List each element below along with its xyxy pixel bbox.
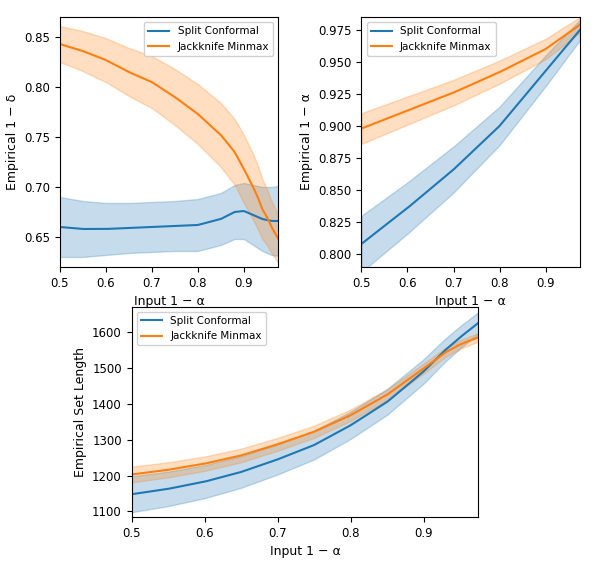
Split Conformal xyxy=(242,467,249,474)
Split Conformal xyxy=(475,319,482,326)
Line: Jackknife Minmax: Jackknife Minmax xyxy=(132,337,478,474)
Jackknife Minmax xyxy=(266,444,273,450)
Jackknife Minmax xyxy=(430,97,437,104)
Jackknife Minmax xyxy=(324,423,331,429)
Split Conformal xyxy=(509,107,516,114)
Split Conformal xyxy=(472,145,480,152)
Split Conformal xyxy=(481,137,489,144)
Split Conformal xyxy=(310,442,317,449)
Jackknife Minmax xyxy=(481,76,489,82)
X-axis label: Input 1 − α: Input 1 − α xyxy=(270,545,340,558)
Split Conformal xyxy=(128,491,135,498)
X-axis label: Input 1 − α: Input 1 − α xyxy=(134,295,205,308)
Split Conformal xyxy=(414,373,422,379)
Jackknife Minmax xyxy=(538,48,545,55)
Split Conformal xyxy=(181,222,188,229)
Split Conformal xyxy=(144,224,151,231)
Jackknife Minmax xyxy=(509,62,516,69)
Jackknife Minmax xyxy=(576,22,584,28)
Split Conformal xyxy=(576,27,584,34)
Split Conformal xyxy=(324,435,331,441)
Jackknife Minmax xyxy=(170,93,178,100)
Y-axis label: Empirical 1 − α: Empirical 1 − α xyxy=(300,94,313,190)
Line: Split Conformal: Split Conformal xyxy=(132,323,478,494)
Jackknife Minmax xyxy=(179,99,187,106)
Split Conformal xyxy=(538,72,545,78)
Jackknife Minmax xyxy=(358,125,365,132)
Line: Jackknife Minmax: Jackknife Minmax xyxy=(361,25,580,128)
Split Conformal xyxy=(368,408,375,415)
Split Conformal xyxy=(275,218,282,224)
Jackknife Minmax xyxy=(472,80,480,86)
Split Conformal xyxy=(444,171,451,178)
Split Conformal xyxy=(172,223,179,229)
Y-axis label: Empirical Set Length: Empirical Set Length xyxy=(74,347,87,477)
Split Conformal xyxy=(56,224,63,231)
Jackknife Minmax xyxy=(242,450,249,457)
Jackknife Minmax xyxy=(128,70,135,77)
Jackknife Minmax xyxy=(368,400,375,407)
Split Conformal xyxy=(209,218,216,224)
Line: Split Conformal: Split Conformal xyxy=(60,211,279,229)
X-axis label: Input 1 − α: Input 1 − α xyxy=(435,295,506,308)
Split Conformal xyxy=(238,208,245,215)
Legend: Split Conformal, Jackknife Minmax: Split Conformal, Jackknife Minmax xyxy=(367,22,496,56)
Legend: Split Conformal, Jackknife Minmax: Split Conformal, Jackknife Minmax xyxy=(137,312,266,345)
Legend: Split Conformal, Jackknife Minmax: Split Conformal, Jackknife Minmax xyxy=(144,22,273,56)
Split Conformal xyxy=(266,459,273,466)
Jackknife Minmax xyxy=(475,334,482,341)
Jackknife Minmax xyxy=(444,91,451,98)
Jackknife Minmax xyxy=(275,236,282,243)
Jackknife Minmax xyxy=(143,76,150,83)
Jackknife Minmax xyxy=(310,429,317,436)
Y-axis label: Empirical 1 − δ: Empirical 1 − δ xyxy=(5,94,19,190)
Split Conformal xyxy=(358,240,365,247)
Split Conformal xyxy=(130,224,137,231)
Jackknife Minmax xyxy=(414,369,422,376)
Split Conformal xyxy=(240,208,247,215)
Split Conformal xyxy=(430,183,437,190)
Jackknife Minmax xyxy=(128,471,135,478)
Jackknife Minmax xyxy=(208,123,215,130)
Jackknife Minmax xyxy=(237,159,244,166)
Split Conformal xyxy=(80,225,87,232)
Jackknife Minmax xyxy=(56,41,63,48)
Line: Split Conformal: Split Conformal xyxy=(361,30,580,244)
Line: Jackknife Minmax: Jackknife Minmax xyxy=(60,44,279,239)
